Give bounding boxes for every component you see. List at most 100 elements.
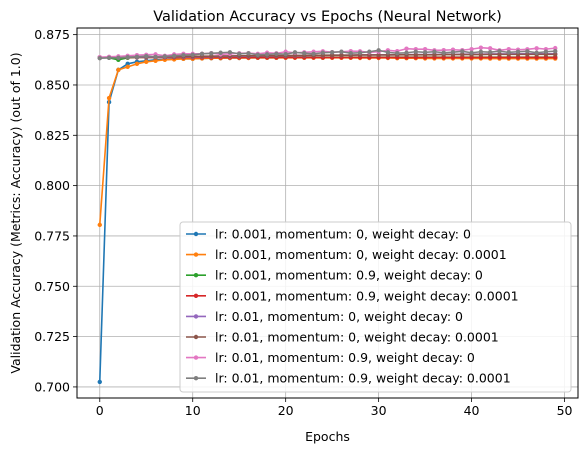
legend-label: lr: 0.01, momentum: 0, weight decay: 0 [215, 309, 463, 324]
data-point [162, 54, 168, 59]
data-point [329, 50, 335, 55]
data-point [497, 55, 502, 60]
data-point [97, 56, 102, 61]
legend-label: lr: 0.001, momentum: 0, weight decay: 0 [215, 227, 471, 242]
data-point [302, 50, 307, 56]
data-point [199, 51, 205, 56]
data-point [144, 53, 149, 59]
data-point [553, 48, 558, 54]
legend-label: lr: 0.001, momentum: 0.9, weight decay: … [215, 288, 519, 303]
y-tick-label: 0.750 [34, 279, 70, 294]
data-point [497, 52, 502, 57]
legend-swatch-marker [193, 314, 199, 319]
data-point [218, 50, 223, 55]
data-point [487, 55, 493, 60]
data-point [97, 222, 102, 228]
data-point [348, 50, 353, 56]
data-point [534, 50, 539, 55]
data-point [339, 49, 344, 54]
data-point [469, 50, 474, 55]
legend-label: lr: 0.001, momentum: 0, weight decay: 0.… [215, 247, 507, 262]
data-point [274, 51, 279, 56]
legend-item: lr: 0.001, momentum: 0.9, weight decay: … [186, 288, 519, 303]
data-point [404, 46, 409, 51]
data-point [125, 61, 130, 67]
data-point [534, 46, 539, 51]
data-point [432, 49, 437, 54]
legend-item: lr: 0.01, momentum: 0.9, weight decay: 0… [186, 371, 511, 386]
data-point [525, 55, 530, 60]
y-tick-label: 0.850 [34, 77, 70, 92]
data-point [125, 64, 130, 70]
legend-item: lr: 0.01, momentum: 0.9, weight decay: 0 [186, 350, 475, 365]
data-point [116, 67, 121, 73]
x-axis-label: Epochs [305, 429, 350, 444]
chart-title: Validation Accuracy vs Epochs (Neural Ne… [153, 9, 502, 25]
data-point [171, 53, 177, 58]
data-point [106, 55, 112, 60]
data-point [106, 95, 112, 101]
legend-item: lr: 0.01, momentum: 0, weight decay: 0 [186, 309, 463, 324]
legend-swatch-marker [193, 376, 199, 381]
legend-label: lr: 0.01, momentum: 0, weight decay: 0.0… [215, 330, 499, 345]
data-point [339, 52, 344, 58]
data-point [460, 52, 465, 57]
data-point [209, 51, 214, 56]
data-point [125, 54, 130, 60]
ticks: 0 10 20 30 40 50 0.700 0.725 0.750 0.775 0.800 0.82… [34, 27, 572, 418]
data-point [506, 46, 511, 52]
data-point [237, 51, 242, 56]
data-point [190, 52, 195, 57]
data-point [311, 51, 316, 56]
data-point [534, 55, 539, 60]
data-point [515, 49, 521, 54]
x-tick-label: 20 [278, 403, 294, 418]
legend-item: lr: 0.01, momentum: 0, weight decay: 0.0… [186, 330, 499, 345]
y-axis-label: Validation Accuracy (Metrics: Accuracy) … [8, 52, 23, 373]
data-point [385, 50, 391, 55]
data-point [506, 50, 511, 55]
legend: lr: 0.001, momentum: 0, weight decay: 0 l… [179, 221, 572, 393]
data-point [487, 49, 493, 55]
plot-frame [76, 27, 579, 399]
data-point [487, 46, 493, 51]
legend-item: lr: 0.001, momentum: 0, weight decay: 0 [186, 227, 471, 242]
data-point [413, 49, 418, 54]
x-tick-label: 40 [464, 403, 480, 418]
y-tick-label: 0.700 [34, 379, 70, 394]
y-tick-label: 0.875 [34, 27, 70, 42]
data-point [144, 59, 149, 65]
data-point [525, 52, 530, 57]
data-point [543, 55, 549, 60]
data-point [553, 45, 558, 51]
data-point [320, 50, 326, 55]
legend-swatch-marker [193, 231, 199, 237]
x-tick-label: 50 [557, 403, 573, 418]
legend-swatch-marker [193, 355, 199, 360]
data-point [97, 379, 102, 385]
x-tick-label: 0 [96, 403, 104, 418]
legend-swatch-marker [193, 334, 199, 340]
data-point [478, 45, 484, 50]
data-point [283, 51, 288, 57]
data-point [376, 48, 381, 53]
data-point [264, 52, 270, 57]
legend-label: lr: 0.01, momentum: 0.9, weight decay: 0… [215, 371, 511, 386]
data-point [450, 49, 456, 55]
legend-swatch-marker [193, 293, 199, 298]
y-tick-label: 0.800 [34, 178, 70, 193]
series-lines [97, 45, 558, 385]
data-point [525, 49, 530, 54]
y-tick-label: 0.725 [34, 329, 70, 344]
data-point [134, 54, 140, 59]
data-point [116, 55, 121, 60]
data-point [553, 52, 558, 57]
legend-swatch-marker [193, 273, 199, 278]
data-point [227, 50, 233, 55]
data-point [432, 52, 437, 57]
data-point [422, 50, 428, 55]
y-tick-label: 0.775 [34, 228, 70, 243]
data-point [367, 49, 372, 54]
legend-item: lr: 0.001, momentum: 0, weight decay: 0.… [186, 247, 507, 262]
